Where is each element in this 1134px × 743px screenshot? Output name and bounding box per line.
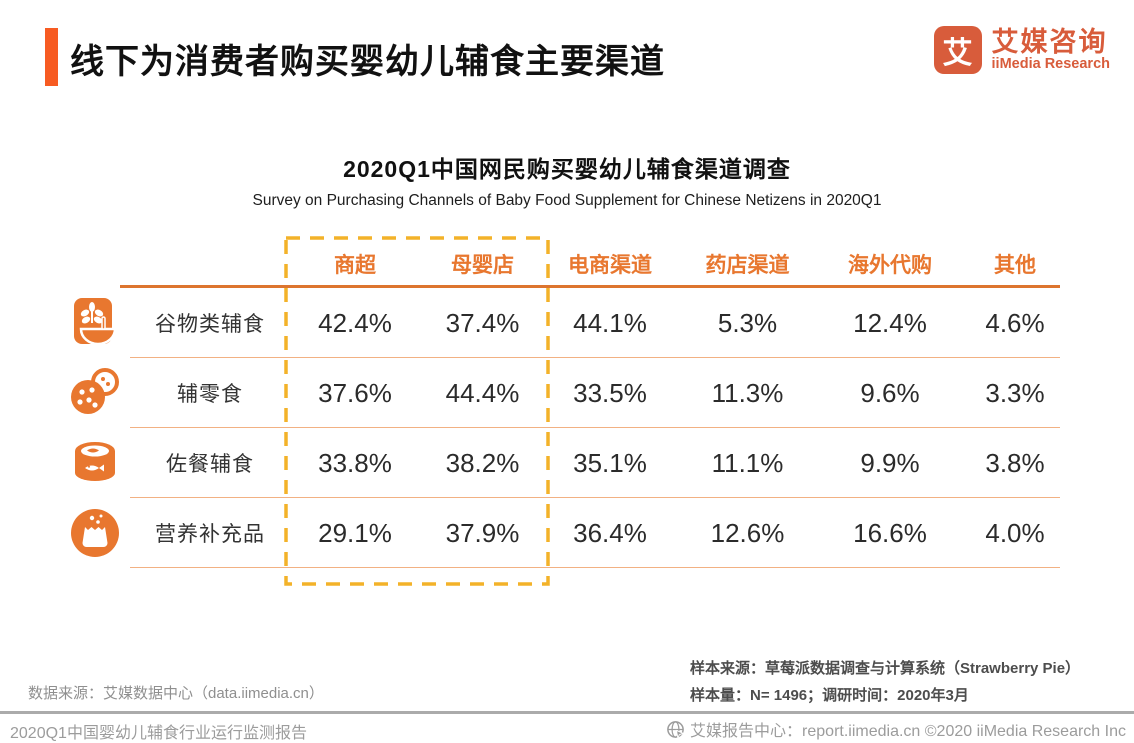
cell-value: 12.6% <box>710 517 785 548</box>
brand-name-cn: 艾媒咨询 <box>991 27 1108 58</box>
brand-logo-icon: 艾 <box>933 26 982 74</box>
cell-value: 33.5% <box>573 377 647 408</box>
row-separator <box>130 497 1060 498</box>
canned-food-icon <box>60 435 130 491</box>
table-header-row: 商超 母婴店 电商渠道 药店渠道 海外代购 其他 <box>60 240 1070 288</box>
row-separator <box>130 567 1060 568</box>
cell-value: 9.6% <box>860 377 920 408</box>
row-label: 谷物类辅食 <box>155 313 265 336</box>
nutrition-icon <box>60 505 130 561</box>
cell-value: 38.2% <box>445 447 520 478</box>
cell-value: 4.0% <box>985 517 1045 548</box>
cell-value: 33.8% <box>318 447 392 478</box>
row-separator <box>130 427 1060 428</box>
cell-value: 9.9% <box>860 447 920 478</box>
cell-value: 35.1% <box>573 447 647 478</box>
col-header-supermarket: 商超 <box>334 254 376 277</box>
cell-value: 11.3% <box>711 377 784 408</box>
report-center-text: 艾媒报告中心：report.iimedia.cn ©2020 iiMedia R… <box>690 723 1126 740</box>
cereal-icon <box>60 295 130 351</box>
chart-title: 2020Q1中国网民购买婴幼儿辅食渠道调查 <box>343 156 791 182</box>
cell-value: 44.4% <box>445 377 520 408</box>
channel-table: 商超 母婴店 电商渠道 药店渠道 海外代购 其他 谷物类 <box>60 240 1070 582</box>
header-underline <box>120 285 1060 288</box>
cell-value: 16.6% <box>853 517 927 548</box>
sample-source-note: 样本来源：草莓派数据调查与计算系统（Strawberry Pie） 样本量：N=… <box>690 655 1080 709</box>
cell-value: 5.3% <box>717 307 778 338</box>
cell-value: 12.4% <box>853 307 927 338</box>
chart-subtitle: Survey on Purchasing Channels of Baby Fo… <box>252 192 882 209</box>
cell-value: 29.1% <box>318 517 392 548</box>
col-header-other: 其他 <box>994 254 1036 277</box>
report-title-footer: 2020Q1中国婴幼儿辅食行业运行监测报告 <box>10 725 307 742</box>
title-accent-bar <box>45 28 58 86</box>
col-header-ecommerce: 电商渠道 <box>568 254 652 277</box>
table-row-nutrition: 营养补充品 29.1% 37.9% 36.4% 12.6% 16.6% 4.0% <box>60 498 1070 568</box>
table-row-snacks: 辅零食 37.6% 44.4% 33.5% 11.3% 9.6% 3.3% <box>60 358 1070 428</box>
row-label: 佐餐辅食 <box>166 453 254 476</box>
cell-value: 42.4% <box>318 307 392 338</box>
row-label: 辅零食 <box>177 383 243 406</box>
cell-value: 36.4% <box>573 517 647 548</box>
cell-value: 44.1% <box>573 307 647 338</box>
brand-name-en: iiMedia Research <box>991 55 1110 72</box>
col-header-baby-store: 母婴店 <box>451 254 514 277</box>
sample-source-line: 样本来源：草莓派数据调查与计算系统（Strawberry Pie） <box>690 660 1081 677</box>
report-center-footer: 艾媒报告中心：report.iimedia.cn ©2020 iiMedia R… <box>666 717 1126 741</box>
brand-logo: 艾 艾媒咨询 iiMedia Research <box>933 26 1110 74</box>
table-row-cereal: 谷物类辅食 42.4% 37.4% 44.1% 5.3% 12.4% 4.6% <box>60 288 1070 358</box>
footer-divider <box>0 711 1134 714</box>
sample-size-line: 样本量：N= 1496；调研时间：2020年3月 <box>690 687 969 704</box>
cell-value: 37.4% <box>445 307 520 338</box>
cell-value: 4.6% <box>985 307 1045 338</box>
col-header-overseas: 海外代购 <box>848 254 932 277</box>
globe-cursor-icon <box>667 720 685 739</box>
cell-value: 3.8% <box>985 447 1045 478</box>
cell-value: 11.1% <box>711 447 784 478</box>
col-header-pharmacy: 药店渠道 <box>705 254 790 277</box>
row-label: 营养补充品 <box>155 523 265 546</box>
snack-icon <box>60 365 130 421</box>
table-row-meal-supplement: 佐餐辅食 33.8% 38.2% 35.1% 11.1% 9.9% 3.8% <box>60 428 1070 498</box>
cell-value: 37.9% <box>445 517 520 548</box>
row-separator <box>130 357 1060 358</box>
page-title: 线下为消费者购买婴幼儿辅食主要渠道 <box>70 43 665 81</box>
data-source-note: 数据来源：艾媒数据中心（data.iimedia.cn） <box>28 685 324 702</box>
cell-value: 3.3% <box>985 377 1045 408</box>
cell-value: 37.6% <box>318 377 392 408</box>
